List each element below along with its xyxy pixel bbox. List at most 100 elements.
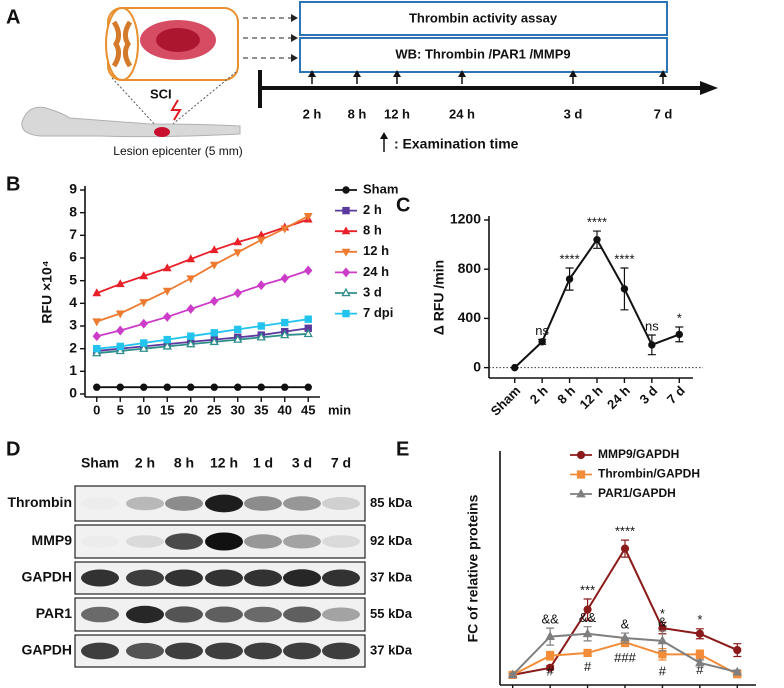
marker: [233, 288, 242, 299]
marker: [733, 645, 742, 655]
x-tick-label: 8 h: [554, 383, 578, 407]
band: [283, 569, 321, 587]
band: [205, 532, 243, 551]
marker: [234, 383, 242, 391]
lane-label: Sham: [81, 455, 119, 471]
marker: [209, 261, 219, 270]
marker: [341, 287, 351, 297]
dashed-arrows: [243, 17, 292, 59]
marker: [115, 345, 125, 355]
marker: [257, 280, 266, 291]
marker: [658, 650, 667, 659]
y-tick-label: 8: [69, 203, 77, 219]
legend-label: PAR1/GAPDH: [598, 486, 676, 500]
marker: [507, 669, 518, 679]
significance-label: *: [677, 310, 682, 325]
marker: [565, 275, 574, 283]
x-tick-label: 15: [160, 402, 174, 417]
size-label: 55 kDa: [370, 606, 413, 621]
band: [244, 496, 282, 511]
band: [126, 642, 164, 660]
y-tick-label: 3: [69, 317, 77, 333]
timepoint-label: 2 h: [303, 106, 322, 121]
row-label: MMP9: [32, 532, 73, 548]
legend-label: 2 h: [363, 202, 382, 217]
legend-label: 3 d: [363, 284, 382, 299]
marker: [695, 629, 704, 638]
x-tick-label: 3 d: [637, 383, 661, 407]
wb-text: WB: Thrombin /PAR1 /MMP9: [395, 46, 570, 61]
marker: [281, 318, 289, 327]
size-label: 92 kDa: [370, 533, 413, 548]
marker: [257, 322, 265, 330]
marker: [511, 363, 519, 372]
row-label: GAPDH: [21, 569, 72, 585]
panel-label: C: [396, 194, 410, 216]
band: [205, 494, 243, 513]
marker: [162, 287, 172, 296]
marker: [92, 348, 102, 357]
marker: [116, 325, 125, 336]
time-arrow-head: [308, 70, 316, 77]
y-tick-label: 1: [69, 362, 77, 378]
legend-label: Thrombin/GAPDH: [598, 467, 700, 481]
marker: [234, 325, 242, 334]
y-tick-label: 800: [458, 260, 482, 276]
series-line: [96, 269, 309, 338]
row-label: PAR1: [36, 605, 73, 621]
marker: [256, 236, 266, 245]
timepoints: 2 h 8 h 12 h 24 h 3 d 7 d: [303, 70, 672, 121]
marker: [210, 329, 218, 337]
band: [126, 605, 164, 624]
marker: [92, 288, 102, 297]
marker: [583, 648, 592, 658]
band: [126, 569, 164, 587]
marker: [210, 296, 219, 307]
marker: [695, 657, 705, 667]
marker: [675, 330, 683, 339]
significance-label: ***: [580, 582, 595, 597]
marker: [648, 341, 656, 349]
time-arrow-head: [659, 70, 667, 77]
significance-label: ###: [614, 650, 636, 665]
band: [205, 569, 243, 587]
lane-label: 12 h: [210, 455, 238, 471]
lane-label: 7 d: [331, 455, 351, 471]
y-axis-label: RFU ×10⁴: [39, 260, 55, 323]
x-tick-label: Sham: [488, 383, 524, 419]
band: [283, 496, 321, 511]
timepoint-label: 8 h: [348, 106, 367, 121]
y-axis-label: Δ RFU /min: [431, 260, 447, 335]
band: [81, 569, 119, 587]
panel-label: B: [6, 173, 20, 195]
legend-label: 8 h: [363, 223, 382, 238]
time-arrow-head: [458, 70, 466, 77]
size-label: 85 kDa: [370, 495, 413, 510]
x-tick-label: 24 h: [604, 383, 633, 412]
marker: [209, 336, 219, 346]
significance-label: ****: [614, 251, 634, 266]
legend-label: MMP9/GAPDH: [598, 447, 679, 461]
y-tick-label: 0: [473, 358, 481, 374]
y-tick-label: 2: [69, 339, 77, 355]
y-tick-label: 5: [69, 271, 77, 287]
marker: [546, 663, 555, 672]
size-label: 37 kDa: [370, 569, 413, 584]
timepoint-label: 12 h: [384, 106, 410, 121]
marker: [342, 186, 350, 194]
marker: [576, 470, 586, 479]
band: [81, 642, 119, 660]
marker: [303, 213, 313, 221]
marker: [620, 544, 630, 553]
marker: [545, 631, 555, 640]
x-tick-label: 40: [278, 402, 292, 417]
marker: [342, 206, 350, 215]
marker: [93, 344, 101, 353]
significance-label: ns: [645, 318, 659, 333]
band: [244, 534, 282, 549]
marker: [209, 245, 219, 254]
marker: [93, 383, 101, 391]
series-line: [514, 237, 680, 369]
row-label: GAPDH: [21, 642, 72, 658]
marker: [115, 279, 125, 288]
